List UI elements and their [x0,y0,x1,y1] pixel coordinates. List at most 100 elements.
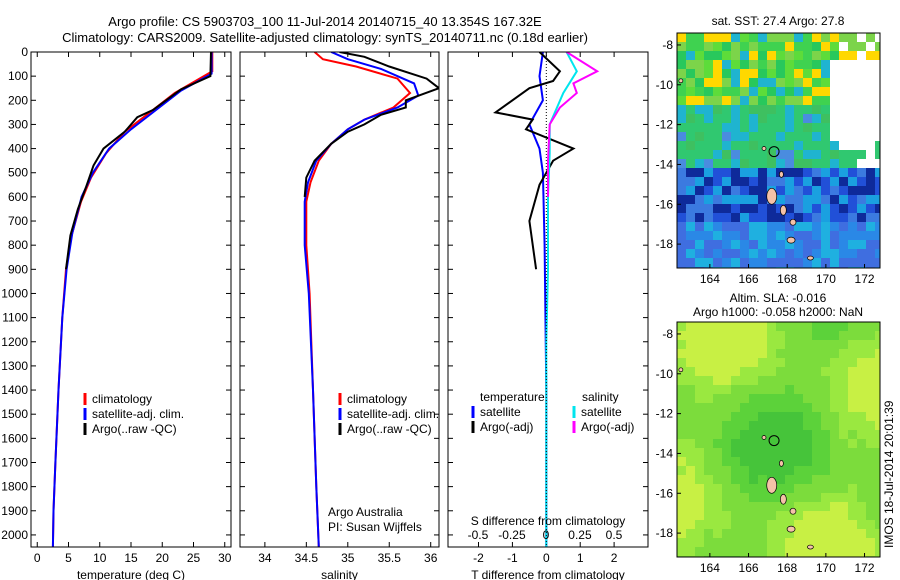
sst-map-cell [677,240,687,250]
sst-map-cell [848,60,858,70]
sst-map-cell [830,249,840,259]
sla-map-cell [839,493,849,503]
sst-map-cell [794,123,804,133]
sst-map-cell [830,51,840,61]
sla-map-cell [713,322,723,332]
sst-map-cell [830,186,840,196]
sla-map-cell [740,421,750,431]
sla-map-cell [785,511,795,521]
sst-map-cell [677,159,687,169]
difference-top-tick-label: -0.25 [498,528,526,542]
sla-map-cell [695,430,705,440]
sla-map-cell [812,349,822,359]
sst-map-cell [749,213,759,223]
sst-map-cell [776,231,786,241]
sla-map-cell [857,529,867,539]
sla-map-cell [812,502,822,512]
sst-map-cell [812,168,822,178]
sst-map-cell [695,60,705,70]
sla-map-cell [713,511,723,521]
sla-map-cell [758,367,768,377]
sla-map-cell [794,484,804,494]
sst-map-ytick-label: -8 [662,38,673,52]
sst-map-cell [803,240,813,250]
sst-map-cell [740,42,750,52]
sst-map-cell [848,213,858,223]
sla-map-cell [857,358,867,368]
sst-map-cell [866,222,876,232]
sla-map-cell [803,547,813,557]
sla-map-cell [713,412,723,422]
sla-map-cell [704,340,714,350]
sst-map-cell [686,87,696,97]
sla-map-cell [866,529,876,539]
sla-map-cell [776,538,786,548]
sla-map-cell [776,439,786,449]
sla-map-cell [794,322,804,332]
sla-map-cell [677,547,687,557]
sla-map-cell [677,430,687,440]
sst-map-cell [794,213,804,223]
sst-map-cell [686,204,696,214]
sla-map-cell [794,493,804,503]
sla-map-cell [740,430,750,440]
sst-map-cell [776,132,786,142]
sla-map-island [779,460,784,467]
sla-map-cell [758,412,768,422]
sst-map-cell [839,213,849,223]
sla-map-cell [686,322,696,332]
sla-map-cell [785,448,795,458]
sla-map-cell [731,439,741,449]
sla-map-cell [812,421,822,431]
sst-map-cell [803,60,813,70]
sla-map-cell [731,430,741,440]
sla-map-cell [803,520,813,530]
sst-map-cell [875,96,880,106]
sla-map-cell [866,331,876,341]
sla-map-cell [839,484,849,494]
sla-map-cell [857,493,867,503]
sla-map-cell [848,484,858,494]
sla-map-cell [776,448,786,458]
sla-map-cell [866,430,876,440]
sla-map-cell [686,367,696,377]
sst-map-cell [821,105,831,115]
sla-map-cell [830,403,840,413]
sst-map-island [761,146,767,151]
sla-map-cell [686,385,696,395]
sla-map-cell [803,493,813,503]
sst-map-cell [740,159,750,169]
sla-map-cell [839,331,849,341]
sst-map-cell [740,177,750,187]
sst-map-cell [857,186,867,196]
sla-map-cell [803,349,813,359]
sst-map-cell [767,141,777,151]
sla-map-cell [803,448,813,458]
sst-map-cell [785,60,795,70]
sla-map-cell [767,394,777,404]
sst-map-cell [785,249,795,259]
sst-map-cell [695,204,705,214]
sst-map-cell [695,42,705,52]
sla-map-cell [866,322,876,332]
sst-map-cell [677,105,687,115]
sla-map-cell [740,394,750,404]
sst-map-cell [821,42,831,52]
sst-map-cell [740,186,750,196]
sla-map-cell [785,538,795,548]
sla-map-cell [875,340,880,350]
sla-map-cell [704,520,714,530]
sst-map-cell [686,249,696,259]
sla-map-cell [866,349,876,359]
sst-map-cell [875,33,880,43]
sla-map-cell [839,403,849,413]
sla-map-cell [704,475,714,485]
sst-map-cell [677,177,687,187]
sla-map-cell [749,421,759,431]
sst-map-cell [821,258,831,268]
sla-map-cell [848,502,858,512]
sla-map-cell [758,511,768,521]
temperature-xtick-label: 20 [156,551,170,565]
sla-map-cell [803,529,813,539]
sla-map-cell [686,421,696,431]
